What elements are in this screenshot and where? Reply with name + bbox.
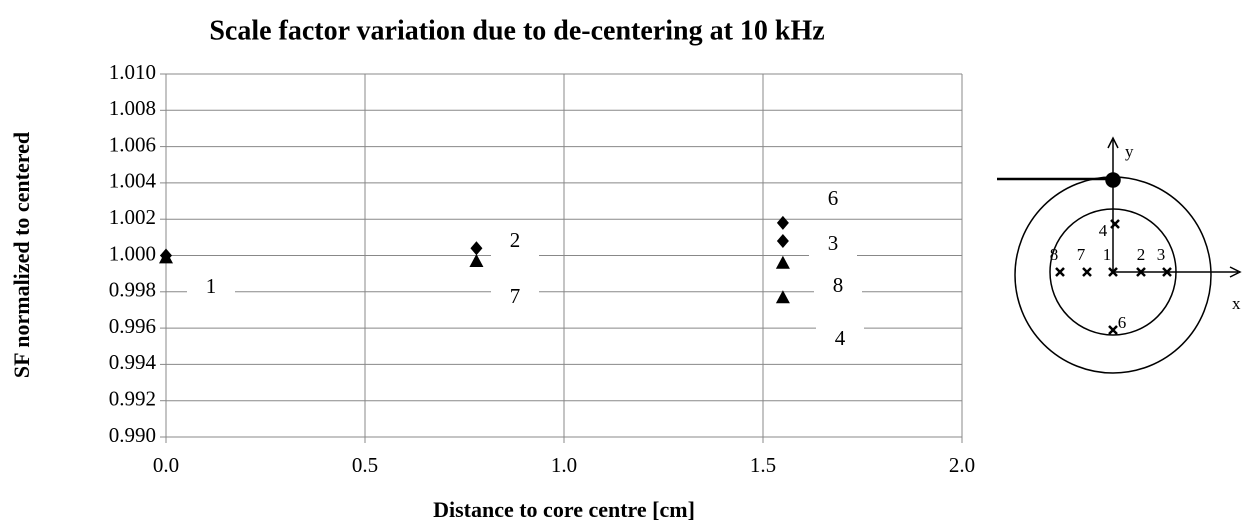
annotation-bg [814,271,862,303]
y-tick-label: 1.000 [109,241,156,265]
triangle-marker [469,253,484,267]
diamond-marker [776,233,789,248]
y-tick-label: 0.994 [109,350,157,374]
x-tick-label: 1.0 [551,453,577,477]
cross [1136,267,1146,277]
annotation-bg [816,324,864,356]
chart-title: Scale factor variation due to de-centeri… [209,15,824,46]
diagram-point-label: 2 [1137,245,1146,264]
cross [1082,267,1092,277]
annotation: 8 [833,273,844,297]
annotation-bg [491,282,539,314]
annotation-bg [491,226,539,258]
x-axis-title: Distance to core centre [cm] [433,497,695,522]
x-tick-label: 0.5 [352,453,378,477]
cross [1108,267,1118,277]
arrow-head [1107,136,1119,149]
diagram-axis-label: y [1125,142,1134,161]
diagram-axis-label: x [1232,294,1241,313]
diagram-point-label: 3 [1157,245,1166,264]
dot [1105,172,1121,188]
cross [1108,325,1118,335]
annotation: 7 [510,284,521,308]
x-tick-label: 2.0 [949,453,975,477]
diagram-point-label: 7 [1077,245,1086,264]
diagram [997,136,1242,374]
annotation-bg [187,272,235,304]
x-tick-label: 0.0 [153,453,179,477]
cross [1162,267,1172,277]
y-tick-label: 1.006 [109,132,156,156]
y-tick-label: 0.998 [109,278,156,302]
cross [1110,219,1120,229]
annotation-bg [809,184,857,216]
diagram-point-label: 1 [1103,245,1112,264]
diagram-point-label: 8 [1050,245,1059,264]
annotation: 1 [206,274,217,298]
diamond-marker [776,215,789,230]
cross [1055,267,1065,277]
annotation: 4 [835,326,846,350]
triangle-marker [775,255,790,269]
triangle-marker [159,250,173,264]
y-tick-label: 0.990 [109,423,156,447]
y-tick-label: 1.008 [109,96,156,120]
diamond-marker [470,241,483,256]
y-tick-label: 0.992 [109,387,156,411]
triangle-marker [775,290,790,304]
annotation: 6 [828,186,839,210]
annotation: 2 [510,228,521,252]
y-tick-label: 0.996 [109,314,156,338]
x-tick-label: 1.5 [750,453,776,477]
y-tick-label: 1.010 [109,60,156,84]
annotation: 3 [828,231,839,255]
diagram-point-label: 4 [1099,221,1108,240]
diagram-point-label: 6 [1118,313,1127,332]
y-axis-title: SF normalized to centered [9,132,34,378]
y-tick-label: 1.004 [109,169,157,193]
y-tick-label: 1.002 [109,205,156,229]
annotation-bg [809,229,857,261]
arrow-head [1229,266,1242,278]
